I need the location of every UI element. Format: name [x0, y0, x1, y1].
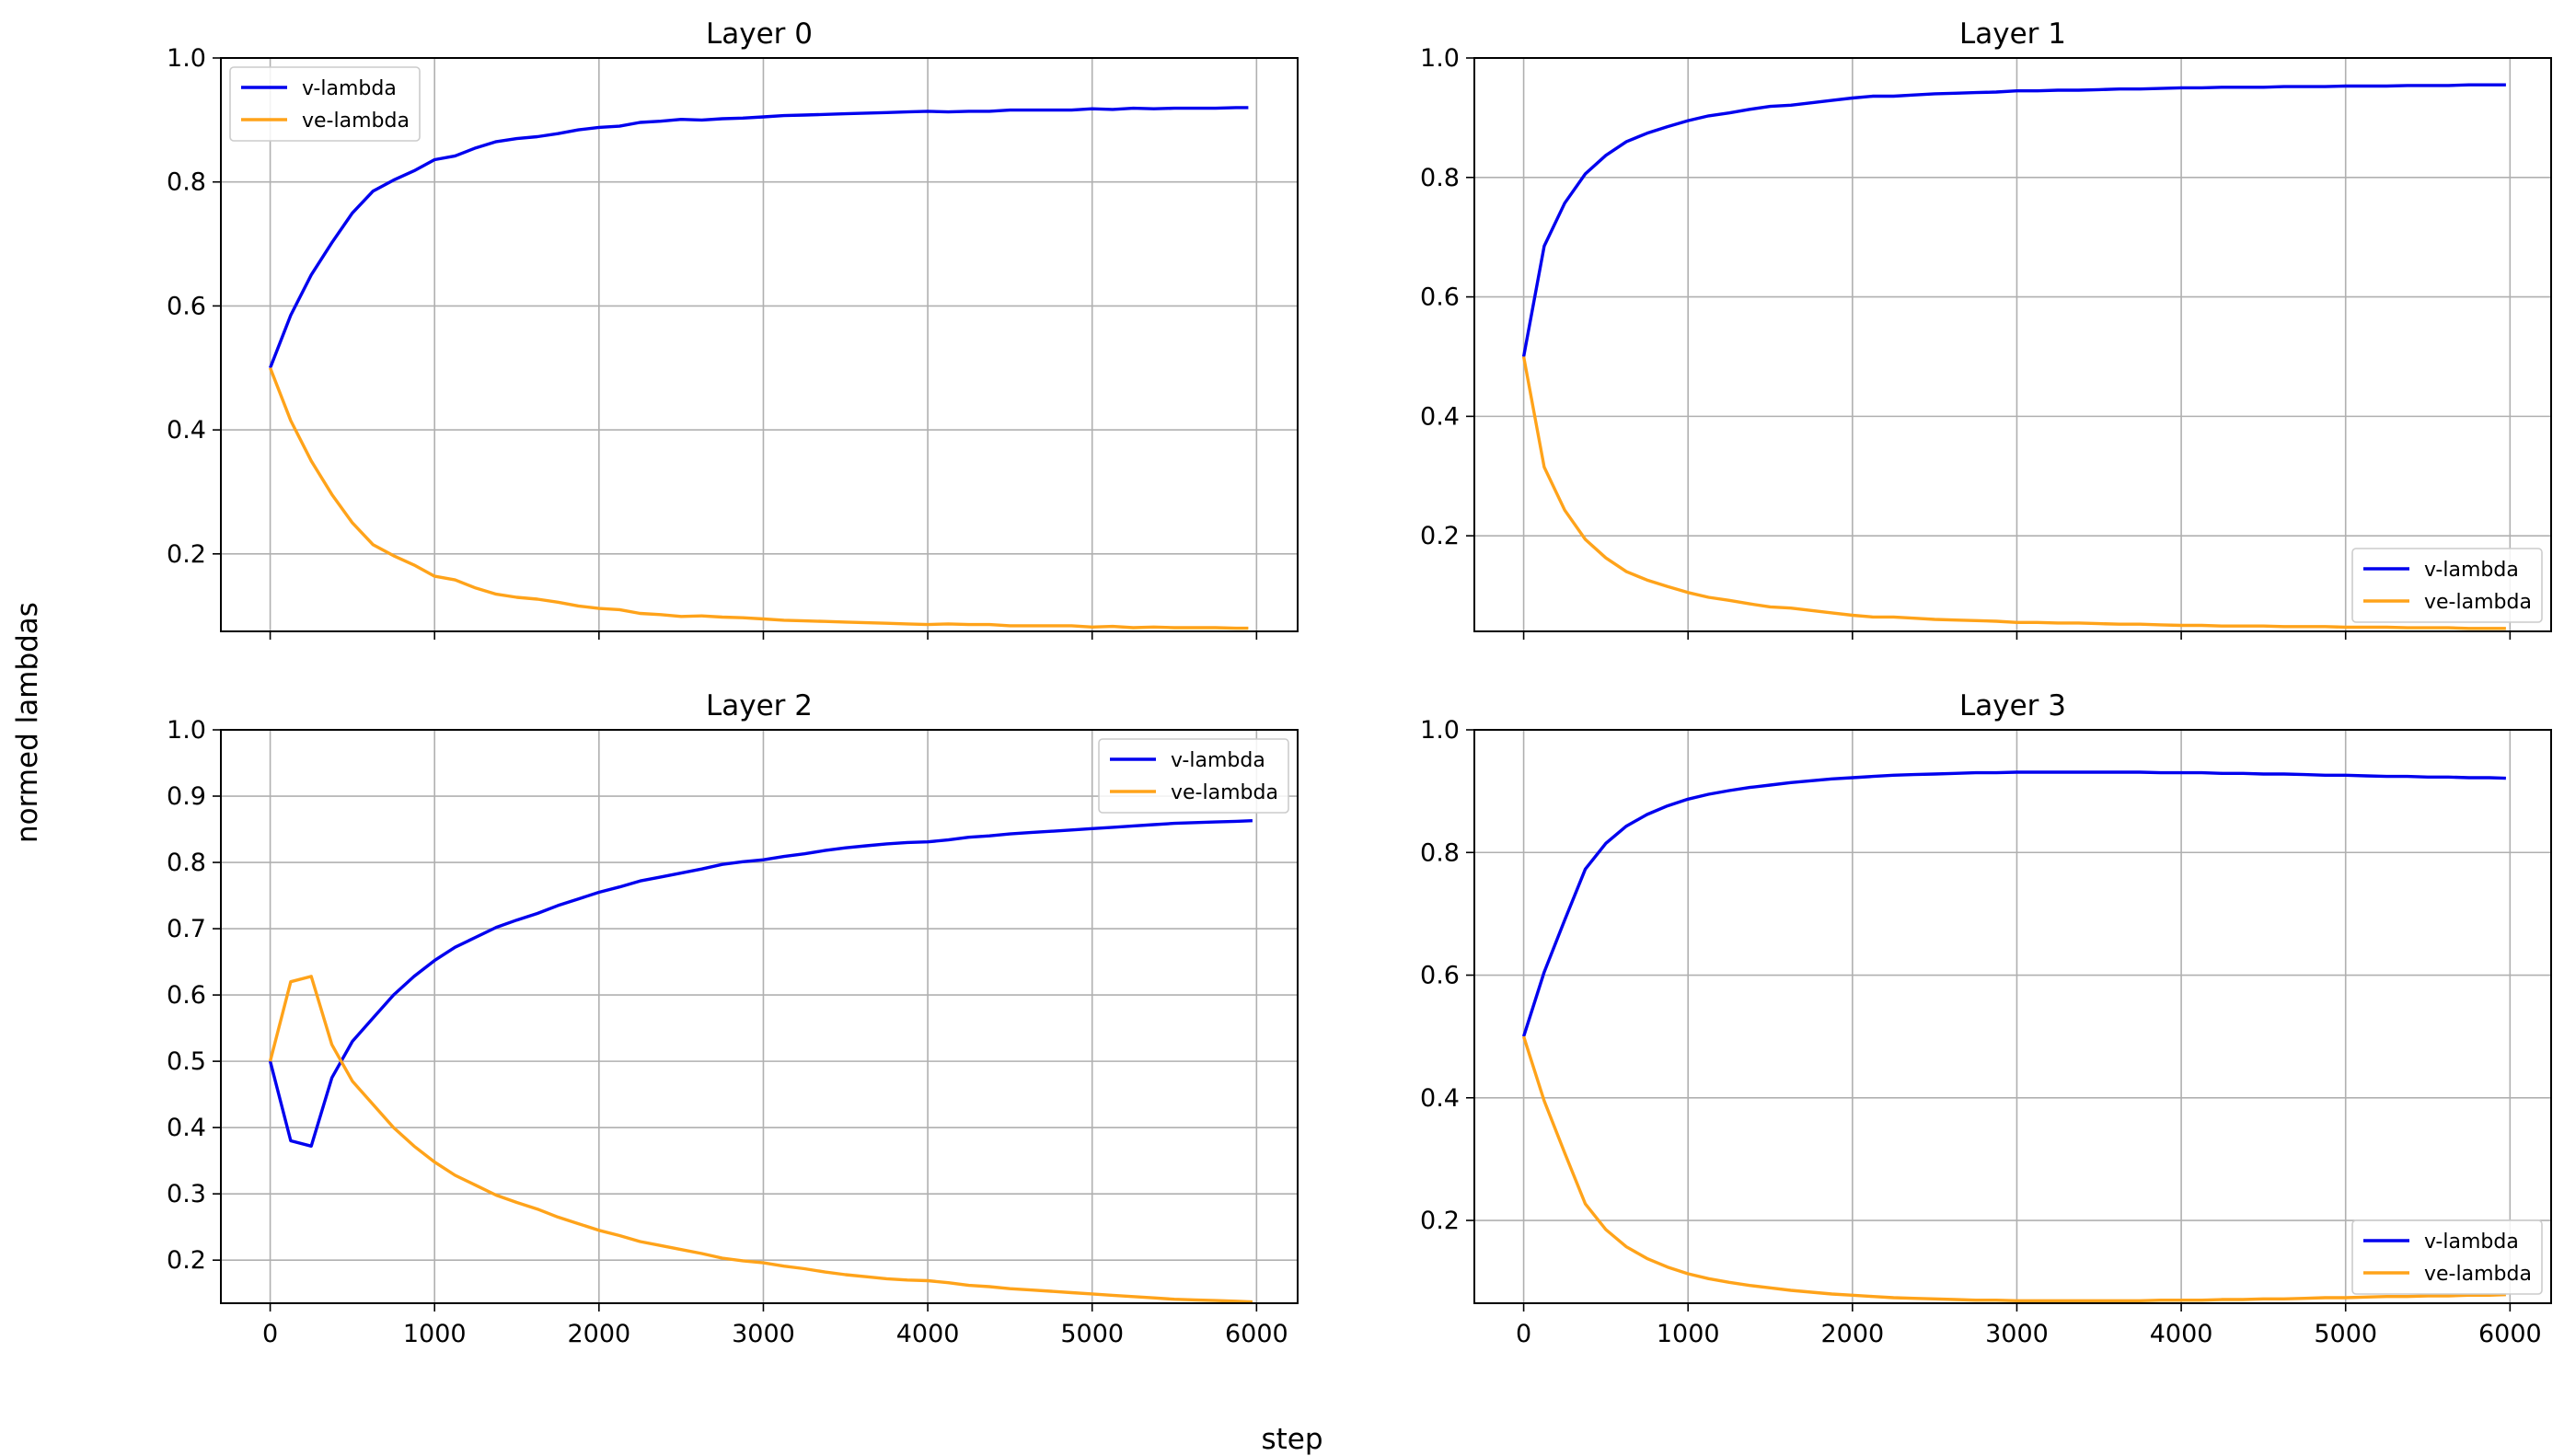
x-tick-label: 0	[262, 1320, 278, 1348]
series-line-v-lambda	[268, 819, 1253, 1149]
x-tick-label: 4000	[2150, 1320, 2213, 1348]
x-tick-label: 2000	[567, 1320, 630, 1348]
series-line-ve-lambda	[1521, 1035, 2506, 1303]
x-tick-label: 2000	[1820, 1320, 1884, 1348]
y-tick-label: 0.2	[1420, 1207, 1460, 1235]
y-tick-label: 0.6	[1420, 962, 1460, 990]
y-tick-label: 0.6	[167, 292, 206, 320]
legend-label: v-lambda	[2424, 559, 2519, 582]
y-tick-label: 0.9	[167, 782, 206, 811]
y-tick-label: 0.4	[1420, 1084, 1460, 1113]
subplot-layer-3: 0 1000 2000 3000 4000 5000 6000 0.2 0.4 0.6 0.8 1.0…	[1420, 689, 2552, 1348]
y-tick-label: 0.4	[1420, 402, 1460, 431]
x-tick-label: 1000	[403, 1320, 467, 1348]
y-tick-label: 1.0	[167, 716, 206, 745]
legend-label: v-lambda	[302, 77, 397, 100]
subplot-title: Layer 2	[706, 689, 813, 722]
y-tick-label: 0.2	[1420, 522, 1460, 550]
y-tick-label: 1.0	[167, 44, 206, 73]
x-tick-label: 6000	[2478, 1320, 2542, 1348]
y-tick-label: 0.5	[167, 1047, 206, 1076]
legend: v-lambda ve-lambda	[1098, 738, 1289, 814]
legend-label: ve-lambda	[2424, 1263, 2532, 1286]
legend-label: ve-lambda	[2424, 591, 2532, 614]
y-tick-label: 0.6	[1420, 283, 1460, 312]
axes-frame	[220, 729, 1299, 1304]
x-tick-label: 3000	[732, 1320, 795, 1348]
x-tick-label: 1000	[1657, 1320, 1720, 1348]
series-line-ve-lambda	[269, 367, 1249, 630]
y-tick-label: 0.4	[167, 416, 206, 445]
legend-box	[229, 66, 421, 142]
axes-frame	[220, 57, 1299, 632]
subplot-title: Layer 1	[1959, 17, 2066, 51]
x-tick-label: 0	[1516, 1320, 1531, 1348]
y-tick-label: 0.6	[167, 981, 206, 1010]
legend-label: v-lambda	[1171, 749, 1265, 772]
y-tick-label: 0.2	[167, 540, 206, 569]
y-tick-label: 0.7	[167, 915, 206, 943]
x-tick-label: 5000	[1060, 1320, 1124, 1348]
series-line-v-lambda	[1521, 83, 2506, 357]
series-line-v-lambda	[1521, 770, 2506, 1037]
y-tick-label: 0.2	[167, 1246, 206, 1275]
figure-ylabel: normed lambdas	[11, 602, 44, 843]
legend-box	[2351, 548, 2543, 623]
legend-label: ve-lambda	[1171, 781, 1278, 804]
subplot-title: Layer 3	[1959, 689, 2066, 722]
series-line-v-lambda	[269, 106, 1249, 369]
legend: v-lambda ve-lambda	[2351, 1219, 2543, 1295]
y-tick-label: 1.0	[1420, 716, 1460, 745]
legend: v-lambda ve-lambda	[229, 66, 421, 142]
y-tick-label: 0.8	[1420, 838, 1460, 867]
legend: v-lambda ve-lambda	[2351, 548, 2543, 623]
x-tick-label: 6000	[1225, 1320, 1288, 1348]
y-tick-label: 0.8	[167, 168, 206, 197]
series-line-ve-lambda	[268, 975, 1253, 1303]
y-tick-label: 0.4	[167, 1114, 206, 1142]
subplot-layer-2: 0 1000 2000 3000 4000 5000 6000 0.2 0.3 0.4 0.5 0.6…	[167, 689, 1299, 1348]
axes-frame	[1473, 57, 2552, 632]
x-tick-label: 4000	[896, 1320, 960, 1348]
y-tick-label: 0.8	[167, 849, 206, 877]
y-tick-label: 0.8	[1420, 164, 1460, 192]
legend-box	[1098, 738, 1289, 814]
subplot-layer-0: 0.2 0.4 0.6 0.8 1.0 Layer 0 v-lambda ve-lambda	[167, 17, 1299, 640]
series-line-ve-lambda	[1521, 356, 2506, 630]
subplot-title: Layer 0	[706, 17, 813, 51]
subplot-layer-1: 0.2 0.4 0.6 0.8 1.0 Layer 1 v-lambda ve-lambda	[1420, 17, 2552, 640]
x-tick-label: 5000	[2314, 1320, 2377, 1348]
y-tick-label: 1.0	[1420, 44, 1460, 73]
legend-box	[2351, 1219, 2543, 1295]
axes-frame	[1473, 729, 2552, 1304]
figure-xlabel: step	[1261, 1423, 1322, 1456]
y-tick-label: 0.3	[167, 1180, 206, 1208]
legend-label: v-lambda	[2424, 1231, 2519, 1254]
legend-label: ve-lambda	[302, 110, 410, 133]
x-tick-label: 3000	[1985, 1320, 2049, 1348]
